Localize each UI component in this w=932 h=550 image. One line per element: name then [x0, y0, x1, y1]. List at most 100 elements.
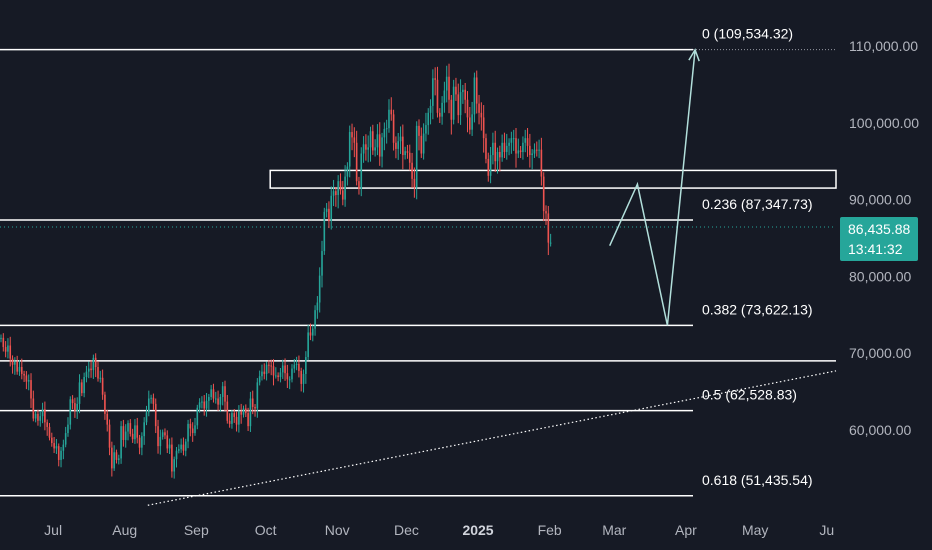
candle [178, 444, 180, 454]
candle [134, 419, 136, 444]
candle-body [85, 371, 88, 378]
candle [2, 333, 5, 352]
candle [81, 379, 83, 397]
candle-body [314, 310, 316, 329]
trendline[interactable] [147, 370, 837, 506]
candle-body [7, 345, 9, 352]
candle-body [64, 433, 67, 445]
candle-body [406, 151, 409, 153]
candle [508, 138, 510, 156]
y-tick-label: 100,000.00 [849, 115, 919, 131]
candle [383, 122, 386, 151]
candle [173, 456, 176, 479]
candle [11, 355, 14, 374]
candle-body [505, 145, 508, 152]
candle-body [164, 432, 166, 436]
candle [358, 176, 360, 195]
candle [547, 205, 550, 256]
candle-body [11, 358, 14, 365]
candle [441, 96, 443, 125]
candle [365, 134, 367, 161]
projection-arrowhead [688, 48, 700, 62]
candle-body [4, 347, 7, 352]
candle-body [57, 446, 60, 460]
candle-body [420, 135, 423, 154]
candle-body [180, 444, 182, 450]
candle-body [76, 403, 79, 411]
candle-body [37, 413, 39, 421]
candle-body [23, 373, 25, 376]
candle-body [385, 128, 388, 130]
candle [538, 139, 540, 159]
candle-body [298, 363, 300, 371]
candle [351, 123, 353, 151]
candle [494, 130, 497, 172]
candle-body [522, 142, 524, 152]
candle-body [14, 361, 16, 365]
candle [411, 152, 413, 188]
candle-body [97, 367, 99, 379]
candle-body [240, 411, 242, 415]
resistance-zone[interactable] [269, 169, 837, 189]
candle-body [60, 450, 62, 460]
candle [526, 127, 529, 157]
candle-body [524, 138, 527, 143]
candle [106, 409, 109, 432]
candle [503, 132, 506, 159]
candle [286, 364, 289, 389]
candle-body [78, 382, 81, 404]
candle [104, 391, 106, 420]
candle-body [503, 142, 506, 152]
candle-body [113, 452, 115, 469]
candle-body [18, 367, 21, 372]
candle [101, 369, 104, 400]
candle [339, 173, 342, 195]
projection-path[interactable] [609, 49, 696, 326]
candle-body [531, 153, 533, 156]
candle-body [418, 125, 420, 136]
candle-body [231, 413, 233, 424]
candle-body [494, 142, 497, 162]
candle [545, 205, 547, 225]
fib-label-0.382: 0.382 (73,622.13) [702, 301, 813, 317]
candle-body [411, 162, 413, 179]
candle-body [261, 371, 263, 377]
candle-body [378, 134, 381, 157]
candle-body [496, 151, 499, 162]
candle [53, 437, 55, 454]
candle-body [383, 128, 386, 138]
candle [341, 180, 344, 206]
candle-body [247, 413, 249, 427]
candle [385, 119, 388, 144]
candle-body [122, 426, 125, 440]
candle-body [325, 208, 328, 212]
candle [452, 79, 455, 125]
candle-body [41, 409, 44, 417]
candle-body [346, 166, 349, 177]
candle-body [351, 132, 353, 138]
candle [191, 422, 194, 442]
candle-body [318, 275, 321, 303]
candle-body [263, 371, 266, 374]
candle [517, 138, 520, 158]
candle [164, 428, 166, 440]
candle [48, 422, 51, 441]
candle-body [376, 134, 379, 148]
candle [16, 355, 18, 375]
candle [161, 429, 164, 440]
candle-body [141, 436, 143, 448]
candle-body [175, 450, 178, 460]
candle-body [436, 79, 439, 113]
candle-body [117, 458, 120, 460]
candle [353, 127, 356, 158]
candle [302, 369, 305, 393]
candle-body [178, 449, 180, 451]
candle-body [353, 137, 356, 143]
candle-body [390, 109, 393, 115]
candle-body [161, 432, 164, 437]
candle [291, 364, 293, 383]
candle-body [295, 363, 298, 365]
candle [187, 419, 189, 449]
candle [438, 108, 441, 124]
